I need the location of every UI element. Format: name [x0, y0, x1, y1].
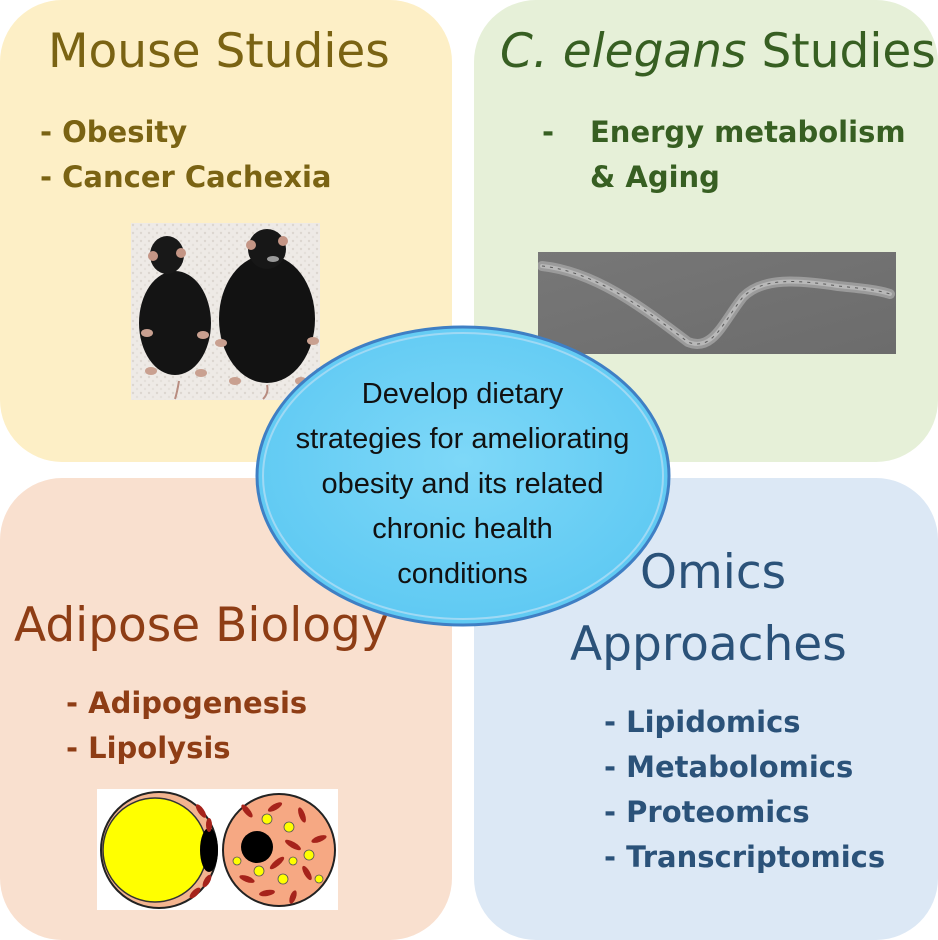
- list-item-text: Energy metabolism: [590, 115, 906, 149]
- two-mice-photo: [131, 223, 320, 400]
- adipocyte-cells-illustration: [97, 789, 338, 910]
- list-item: - Energy metabolism: [542, 110, 906, 155]
- central-goal-line: chronic health: [372, 513, 553, 545]
- elegans-studies-title: C. elegans Studies: [500, 24, 936, 79]
- omics-title-line-1: Omics: [640, 545, 787, 600]
- list-dash: -: [542, 115, 555, 149]
- list-item: - Transcriptomics: [604, 840, 886, 874]
- central-goal-ellipse: [255, 325, 671, 627]
- omics-title-line-2: Approaches: [570, 617, 847, 672]
- brown-adipocyte-cell: [222, 793, 336, 907]
- elegans-studies-list: - Energy metabolism & Aging: [542, 110, 906, 200]
- mouse-studies-title: Mouse Studies: [48, 24, 390, 79]
- list-item: - Adipogenesis: [66, 686, 308, 720]
- list-item: - Metabolomics: [604, 750, 854, 784]
- central-goal-line: strategies for ameliorating: [295, 423, 630, 455]
- mouse-studies-list: - Obesity - Cancer Cachexia: [40, 110, 331, 200]
- adipose-biology-title: Adipose Biology: [14, 598, 389, 653]
- elegans-species-name: C. elegans: [500, 24, 747, 79]
- central-goal-line: obesity and its related: [321, 468, 604, 500]
- list-item: - Lipolysis: [66, 731, 231, 765]
- elegans-title-rest: Studies: [746, 24, 936, 79]
- adipose-biology-list: - Adipogenesis - Lipolysis: [66, 681, 307, 771]
- list-item-continuation: & Aging: [590, 160, 720, 194]
- list-item: - Proteomics: [604, 795, 810, 829]
- list-item: - Obesity: [40, 115, 188, 149]
- central-goal-line: Develop dietary: [361, 378, 564, 410]
- central-goal-line: conditions: [397, 558, 528, 590]
- list-item: - Cancer Cachexia: [40, 160, 332, 194]
- central-goal-text: Develop dietary strategies for ameliorat…: [280, 372, 645, 597]
- white-adipocyte-cell: [100, 791, 218, 909]
- c-elegans-worm-photo: [538, 252, 896, 354]
- list-item: - Lipidomics: [604, 705, 801, 739]
- omics-approaches-list: - Lipidomics - Metabolomics - Proteomics…: [604, 700, 885, 880]
